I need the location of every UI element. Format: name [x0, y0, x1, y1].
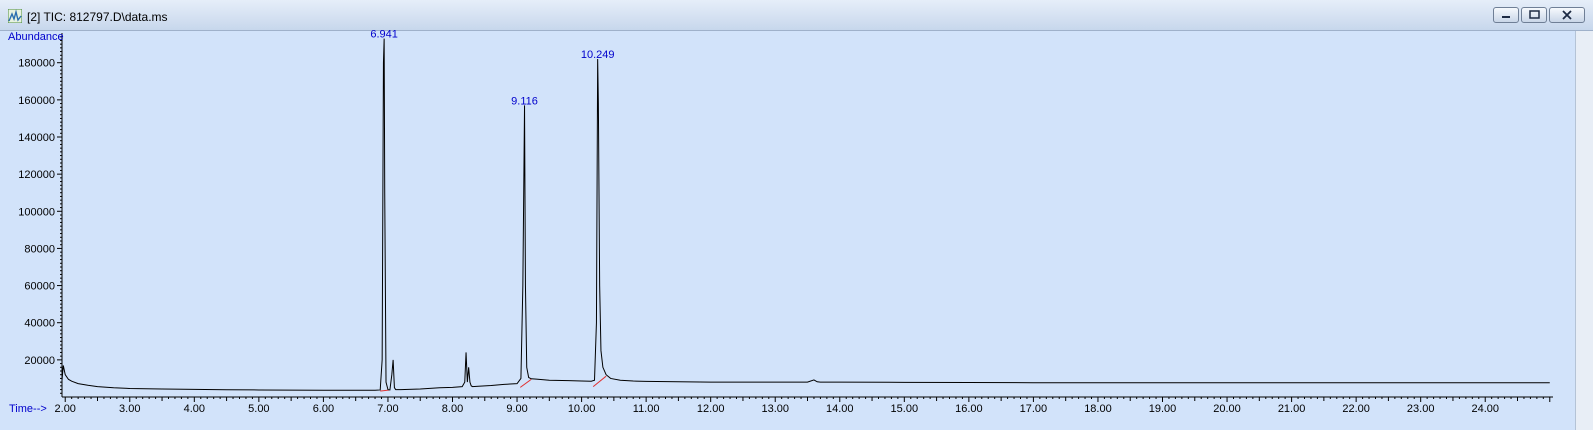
x-tick-label: 21.00 — [1278, 403, 1306, 415]
x-tick-label: 8.00 — [442, 403, 463, 415]
x-tick-label: 6.00 — [313, 403, 334, 415]
x-tick-label: 18.00 — [1084, 403, 1112, 415]
y-tick-label: 20000 — [24, 355, 55, 367]
x-tick-label: 23.00 — [1407, 403, 1435, 415]
peak-labels: 6.941 9.116 10.249 — [370, 29, 614, 108]
x-tick-label: 2.00 — [55, 403, 76, 415]
peak-label: 6.941 — [370, 29, 398, 41]
y-tick-label: 160000 — [18, 95, 55, 107]
x-tick-label: 17.00 — [1020, 403, 1048, 415]
close-icon — [1562, 10, 1572, 20]
x-tick-label: 24.00 — [1471, 403, 1499, 415]
title-bar: [2] TIC: 812797.D\data.ms — [0, 0, 1593, 31]
window-title: [2] TIC: 812797.D\data.ms — [27, 10, 168, 24]
restore-icon — [1529, 10, 1540, 19]
plot-area-background — [0, 31, 1593, 430]
peak-label: 10.249 — [581, 49, 615, 61]
minimize-icon — [1502, 16, 1510, 18]
x-tick-label: 20.00 — [1213, 403, 1241, 415]
x-tick-label: 4.00 — [184, 403, 205, 415]
x-tick-label: 22.00 — [1342, 403, 1370, 415]
axes: 20000 40000 60000 80000 100000 120000 140000 16… — [18, 33, 1553, 415]
x-tick-label: 10.00 — [568, 403, 596, 415]
chromatogram-window-icon — [8, 9, 22, 23]
x-tick-label: 11.00 — [633, 403, 660, 415]
x-tick-label: 13.00 — [761, 403, 789, 415]
integration-baselines — [380, 375, 607, 392]
y-tick-label: 40000 — [24, 318, 55, 330]
x-tick-label: 14.00 — [826, 403, 854, 415]
peak-label: 9.116 — [511, 95, 538, 107]
y-tick-label: 60000 — [24, 281, 55, 293]
integration-baseline — [592, 375, 607, 387]
tic-trace-line — [61, 38, 1550, 391]
minimize-button[interactable] — [1493, 7, 1519, 23]
close-button[interactable] — [1549, 7, 1585, 23]
integration-baseline — [380, 389, 390, 392]
y-tick-label: 140000 — [18, 132, 55, 144]
x-tick-label: 7.00 — [377, 403, 398, 415]
integration-baseline — [519, 378, 532, 388]
x-tick-label: 12.00 — [697, 403, 725, 415]
x-tick-label: 19.00 — [1149, 403, 1177, 415]
x-tick-label: 5.00 — [248, 403, 269, 415]
y-tick-label: 180000 — [18, 58, 55, 70]
x-tick-label: 3.00 — [119, 403, 140, 415]
x-tick-label: 9.00 — [506, 403, 527, 415]
y-tick-label: 100000 — [18, 206, 55, 218]
x-tick-label: 15.00 — [891, 403, 919, 415]
y-axis-label: Abundance — [8, 31, 64, 43]
y-tick-label: 120000 — [18, 169, 55, 181]
x-tick-label: 16.00 — [955, 403, 983, 415]
maximize-button[interactable] — [1521, 7, 1547, 23]
x-axis-label: Time--> — [9, 403, 47, 415]
right-frame-strip — [1575, 31, 1593, 430]
y-tick-label: 80000 — [24, 243, 55, 255]
